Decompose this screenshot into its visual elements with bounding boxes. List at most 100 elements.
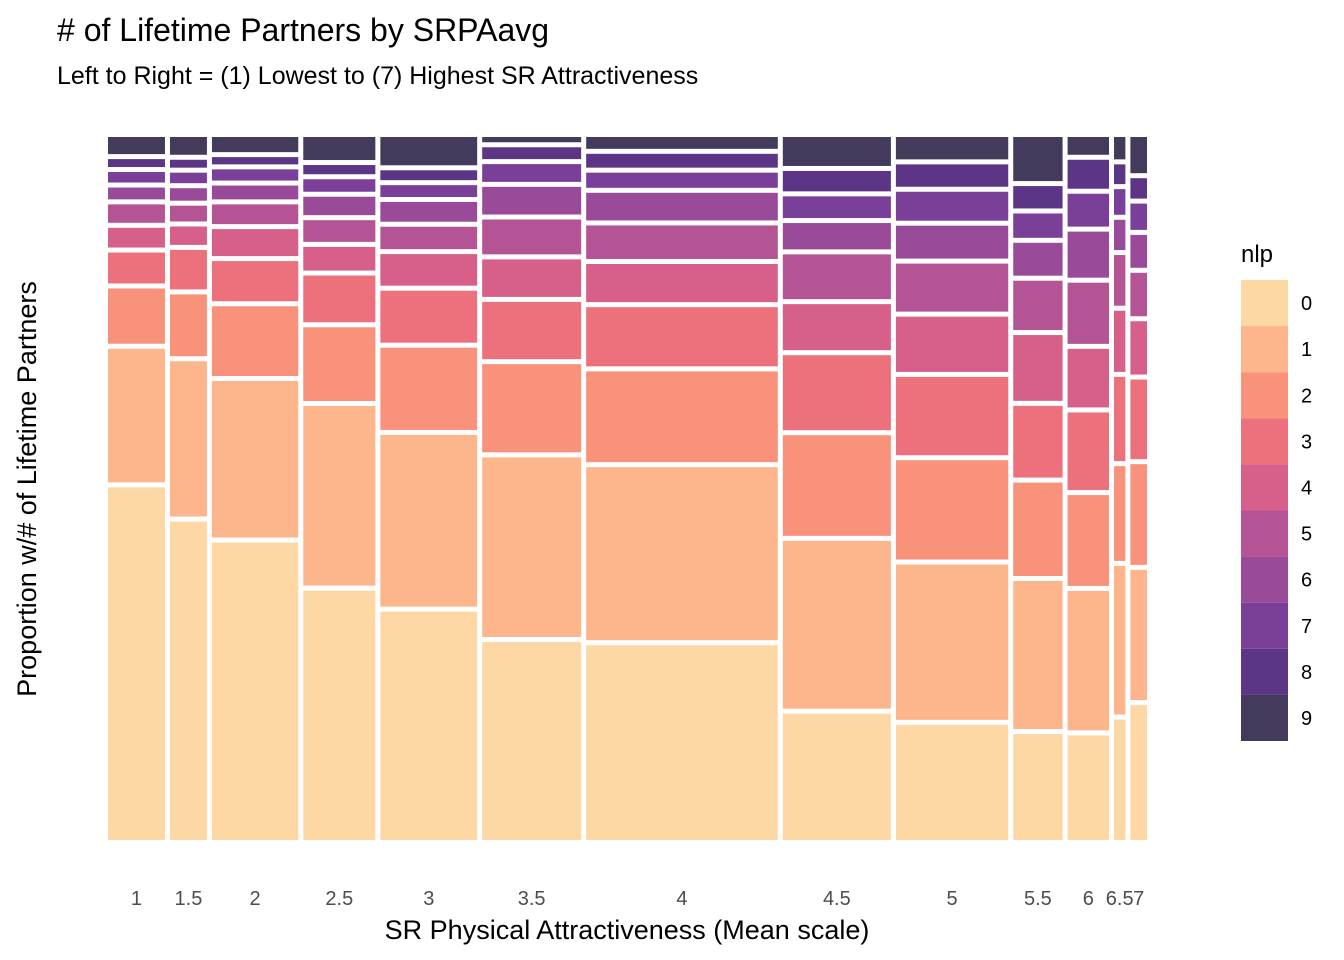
tile-6.5-nlp-5 [1114,255,1126,306]
tile-6.5-nlp-3 [1114,376,1126,462]
tile-5-nlp-1 [895,564,1009,720]
legend-key-4 [1241,464,1288,511]
tile-1-nlp-0 [108,487,165,840]
tile-6-nlp-8 [1067,159,1110,189]
x-tick-label: 1.5 [175,888,203,910]
tile-2-nlp-0 [211,542,299,840]
tile-1.5-nlp-6 [169,188,207,201]
tile-1-nlp-1 [108,348,165,483]
tile-3-nlp-4 [380,254,478,286]
tile-5-nlp-4 [895,316,1009,372]
tile-1-nlp-6 [108,187,165,200]
tile-2-nlp-1 [211,380,299,538]
tile-7-nlp-9 [1130,137,1147,174]
tile-2.5-nlp-8 [303,165,376,175]
tile-6.5-nlp-2 [1114,466,1126,561]
tile-4-nlp-1 [586,467,778,641]
tile-6.5-nlp-7 [1114,189,1126,215]
tile-1.5-nlp-4 [169,226,207,245]
tile-5-nlp-9 [895,137,1009,160]
tile-5.5-nlp-5 [1013,280,1063,331]
x-tick-label: 2 [250,888,261,910]
tile-3-nlp-2 [380,347,478,430]
tile-2-nlp-7 [211,169,299,181]
legend-key-9 [1241,694,1288,741]
x-tick-label: 2.5 [325,888,353,910]
tile-7-nlp-3 [1130,379,1147,460]
tile-1-nlp-2 [108,288,165,344]
tile-5.5-nlp-2 [1013,482,1063,577]
legend-key-6 [1241,556,1288,603]
x-axis-title: SR Physical Attractiveness (Mean scale) [385,915,870,945]
legend-label-8: 8 [1301,662,1312,684]
tile-2-nlp-9 [211,137,299,153]
tile-6-nlp-4 [1067,348,1110,408]
tile-2.5-nlp-5 [303,220,376,242]
tile-1-nlp-9 [108,137,165,155]
tile-6-nlp-9 [1067,137,1110,155]
legend-title: nlp [1241,241,1273,268]
tile-7-nlp-7 [1130,203,1147,230]
tile-4-nlp-0 [586,645,778,840]
legend-label-9: 9 [1301,708,1312,730]
x-tick-label: 4 [676,888,687,910]
tile-2.5-nlp-4 [303,246,376,271]
tile-1-nlp-3 [108,252,165,284]
tile-4.5-nlp-5 [782,254,891,300]
tile-7-nlp-0 [1130,705,1147,840]
legend-key-5 [1241,510,1288,557]
tile-5.5-nlp-8 [1013,186,1063,209]
tile-3-nlp-8 [380,170,478,181]
tile-2-nlp-8 [211,157,299,165]
tile-5.5-nlp-6 [1013,242,1063,276]
tile-4-nlp-7 [586,172,778,188]
tile-6-nlp-1 [1067,590,1110,731]
tile-6.5-nlp-0 [1114,719,1126,840]
legend-key-8 [1241,648,1288,695]
tile-4.5-nlp-0 [782,713,891,840]
plot-area [108,137,1147,840]
tile-3-nlp-7 [380,185,478,197]
legend-label-6: 6 [1301,570,1312,592]
x-tick-label: 3 [423,888,434,910]
tile-2-nlp-5 [211,204,299,225]
tile-6-nlp-3 [1067,412,1110,491]
tile-3.5-nlp-8 [482,147,582,160]
legend-key-2 [1241,372,1288,419]
legend-label-3: 3 [1301,431,1312,453]
tile-6.5-nlp-9 [1114,137,1126,160]
y-axis-title: Proportion w/# of Lifetime Partners [12,281,42,697]
tile-6.5-nlp-6 [1114,219,1126,251]
tile-2-nlp-3 [211,261,299,302]
tile-5-nlp-5 [895,263,1009,312]
x-axis-ticks: 1 1.5 2 2.5 3 3.5 4 4.5 5 5.5 6 6.5 7 [131,888,1144,910]
tile-4.5-nlp-4 [782,304,891,351]
tile-4.5-nlp-8 [782,170,891,192]
tile-2.5-nlp-2 [303,327,376,401]
tile-3.5-nlp-6 [482,186,582,215]
tile-2-nlp-6 [211,185,299,200]
tile-5-nlp-0 [895,724,1009,840]
x-tick-label: 7 [1133,888,1144,910]
chart-title: # of Lifetime Partners by SRPAavg [57,12,549,48]
tile-4.5-nlp-3 [782,355,891,431]
tile-7-nlp-1 [1130,569,1147,701]
tile-1.5-nlp-2 [169,294,207,357]
tile-2.5-nlp-7 [303,179,376,192]
legend-label-0: 0 [1301,293,1312,315]
tile-6.5-nlp-1 [1114,565,1126,715]
tile-3.5-nlp-2 [482,364,582,453]
chart-subtitle: Left to Right = (1) Lowest to (7) Highes… [57,62,698,90]
tile-4-nlp-2 [586,371,778,463]
tile-3.5-nlp-5 [482,219,582,255]
tile-5.5-nlp-0 [1013,734,1063,840]
tile-5-nlp-3 [895,376,1009,456]
tile-5.5-nlp-9 [1013,137,1063,182]
tile-5.5-nlp-4 [1013,335,1063,401]
tile-3-nlp-1 [380,434,478,607]
tile-5-nlp-7 [895,191,1009,221]
tile-4.5-nlp-9 [782,137,891,166]
tile-1.5-nlp-3 [169,249,207,290]
tile-4-nlp-3 [586,307,778,367]
